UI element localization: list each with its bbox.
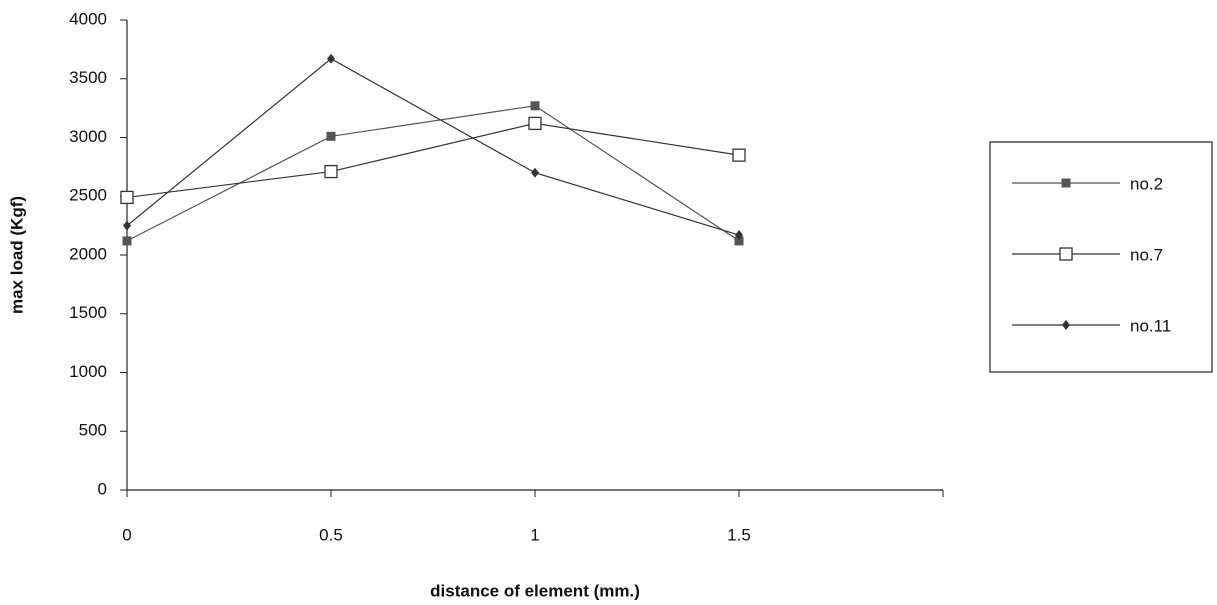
series-line <box>127 123 739 197</box>
legend-label: no.11 <box>1130 316 1171 335</box>
y-tick-label: 0 <box>98 479 107 498</box>
chart: distance of element (mm.) max load (Kgf)… <box>0 0 1217 605</box>
legend-box <box>990 142 1212 372</box>
y-tick-label: 3500 <box>69 68 107 87</box>
y-tick-label: 2500 <box>69 186 107 205</box>
y-axis-title: max load (Kgf) <box>7 196 26 314</box>
legend-marker <box>1060 248 1072 260</box>
marker <box>123 236 132 245</box>
x-axis-title: distance of element (mm.) <box>430 581 640 600</box>
legend-marker <box>1062 179 1071 188</box>
marker <box>325 166 337 178</box>
x-tick-label: 1 <box>530 525 539 544</box>
marker <box>531 168 539 178</box>
y-tick-label: 2000 <box>69 244 107 263</box>
x-tick-label: 0 <box>122 525 131 544</box>
y-tick-label: 3000 <box>69 127 107 146</box>
marker <box>123 221 131 231</box>
legend-marker <box>1062 320 1070 330</box>
marker <box>327 54 335 64</box>
y-tick-label: 1000 <box>69 362 107 381</box>
y-tick-label: 1500 <box>69 303 107 322</box>
page: distance of element (mm.) max load (Kgf)… <box>0 0 1217 605</box>
y-tick-label: 4000 <box>69 9 107 28</box>
marker <box>121 191 133 203</box>
y-tick-label: 500 <box>79 421 107 440</box>
series-line <box>127 106 739 241</box>
legend-label: no.2 <box>1130 174 1163 193</box>
x-tick-label: 1.5 <box>727 525 751 544</box>
legend-label: no.7 <box>1130 245 1163 264</box>
x-tick-label: 0.5 <box>319 525 343 544</box>
marker <box>529 117 541 129</box>
marker <box>531 101 540 110</box>
marker <box>733 149 745 161</box>
marker <box>327 132 336 141</box>
